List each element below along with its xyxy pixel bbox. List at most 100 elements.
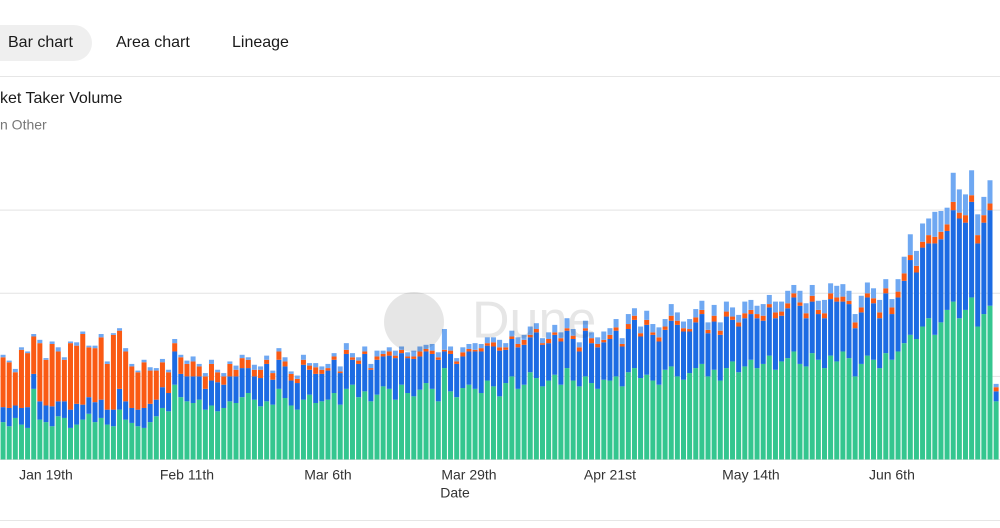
bar-segment	[650, 380, 656, 460]
bar-segment	[25, 353, 31, 408]
bar-segment	[576, 347, 582, 352]
bar-segment	[0, 422, 6, 460]
bar-segment	[644, 319, 650, 325]
bar-segment	[251, 376, 257, 400]
bar-segment	[533, 378, 539, 460]
bar-segment	[742, 301, 748, 314]
bar-segment	[331, 359, 337, 394]
watermark: Dune	[384, 292, 596, 352]
bar-segment	[466, 351, 472, 385]
bar-segment	[484, 380, 490, 460]
bar-segment	[159, 387, 165, 408]
bar-segment	[25, 427, 31, 460]
bar-segment	[80, 419, 86, 460]
bar-segment	[49, 406, 55, 427]
bar-segment	[264, 363, 270, 402]
bar-segment	[607, 334, 613, 339]
bar-segment	[760, 315, 766, 321]
tab[interactable]: Area chart	[116, 34, 190, 51]
bar-segment	[791, 284, 797, 294]
bar-segment	[448, 346, 454, 351]
bar-segment	[723, 368, 729, 460]
bar-segment	[797, 290, 803, 303]
bar-segment	[227, 376, 233, 402]
bar-segment	[288, 373, 294, 381]
bar-segment	[570, 338, 576, 381]
bar-segment	[950, 201, 956, 211]
bar-segment	[901, 280, 907, 344]
bar-segment	[558, 332, 564, 339]
bar-segment	[962, 222, 968, 310]
bar-segment	[595, 347, 601, 389]
bar-segment	[913, 265, 919, 273]
bar-segment	[625, 329, 631, 373]
tab-selected-bg[interactable]	[0, 25, 92, 61]
bar-segment	[368, 401, 374, 460]
bar-segment	[478, 348, 484, 352]
bar-segment	[736, 322, 742, 327]
bar-segment	[815, 359, 821, 460]
bar-segment	[61, 417, 67, 460]
bar-segment	[307, 369, 313, 395]
bar-segment	[104, 361, 110, 364]
bar-segment	[172, 351, 178, 385]
bar-segment	[135, 372, 141, 410]
bar-segment	[392, 350, 398, 356]
bar-segment	[405, 358, 411, 394]
bar-segment	[748, 314, 754, 360]
bar-segment	[699, 314, 705, 364]
bar-segment	[950, 210, 956, 302]
watermark-text: Dune	[472, 292, 596, 350]
bar-segment	[362, 346, 368, 352]
bar-segment	[386, 347, 392, 352]
bar-segment	[441, 368, 447, 460]
bar-segment	[472, 343, 478, 350]
bar-segment	[558, 341, 564, 385]
bar-segment	[631, 368, 637, 460]
bar-segment	[601, 379, 607, 460]
bar-segment	[356, 360, 362, 364]
bar-segment	[693, 368, 699, 460]
bar-segment	[331, 393, 337, 460]
bar-segment	[766, 307, 772, 356]
bar-segment	[380, 386, 386, 460]
bar-segment	[313, 402, 319, 460]
bar-segment	[779, 361, 785, 460]
bar-segment	[307, 365, 313, 370]
bar-segment	[907, 260, 913, 335]
tab[interactable]: Bar chart	[8, 34, 73, 51]
bar-segment	[12, 372, 18, 406]
bar-segment	[950, 172, 956, 202]
bar-segment	[86, 345, 92, 348]
tab[interactable]: Lineage	[232, 34, 289, 51]
bar-segment	[294, 383, 300, 410]
bar-segment	[687, 373, 693, 460]
bar-segment	[797, 305, 803, 364]
bar-segment	[141, 427, 147, 460]
bar-segment	[405, 393, 411, 460]
bar-segment	[864, 282, 870, 294]
bar-segment	[460, 352, 466, 357]
bar-segment	[86, 397, 92, 414]
bar-segment	[680, 328, 686, 332]
bar-segment	[821, 299, 827, 314]
bar-segment	[18, 424, 24, 460]
bar-segment	[595, 337, 601, 344]
bar-segment	[509, 336, 515, 339]
bar-segment	[497, 339, 503, 348]
bar-segment	[809, 284, 815, 296]
bar-segment	[772, 301, 778, 313]
bar-segment	[987, 180, 993, 204]
bar-segment	[202, 373, 208, 377]
bar-segment	[527, 337, 533, 373]
bar-segment	[282, 361, 288, 367]
bar-segment	[828, 283, 834, 294]
bar-segment	[368, 363, 374, 369]
bar-segment	[178, 397, 184, 460]
bar-segment	[276, 388, 282, 460]
bar-segment	[564, 330, 570, 369]
bar-segment	[619, 346, 625, 387]
bar-segment	[687, 319, 693, 330]
chart-subtitle: n Other	[0, 117, 47, 133]
bar-segment	[386, 388, 392, 460]
